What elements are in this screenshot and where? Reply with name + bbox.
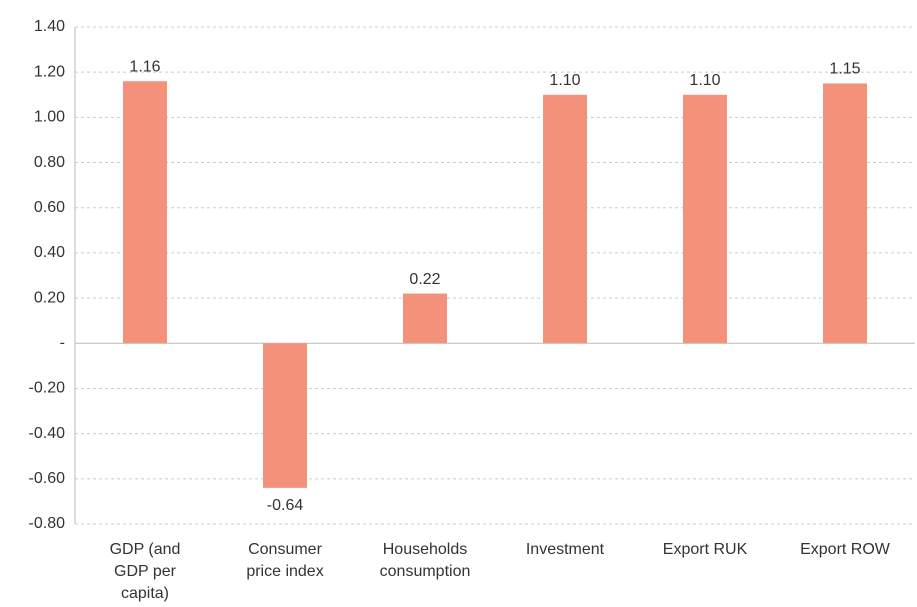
bar (683, 94, 727, 344)
y-tick-label: -0.20 (29, 380, 66, 397)
y-tick-label: -0.80 (29, 515, 66, 532)
y-tick-label: 0.60 (34, 199, 65, 216)
bar (543, 94, 587, 344)
y-tick-label: -0.60 (29, 470, 66, 487)
data-label: 1.16 (129, 58, 160, 75)
x-tick-label: Export RUK (663, 541, 748, 558)
x-tick-label: Export ROW (800, 541, 891, 558)
y-tick-label: 0.40 (34, 244, 65, 261)
y-tick-label: 1.40 (34, 18, 65, 35)
data-label: 1.10 (689, 72, 720, 89)
data-label: 1.15 (829, 61, 860, 78)
y-tick-label: 1.20 (34, 63, 65, 80)
data-label: 0.22 (409, 271, 440, 288)
y-tick-label: 1.00 (34, 109, 65, 126)
x-tick-label: GDP (and GDP per capita) (110, 541, 181, 602)
x-tick-label: Households consumption (380, 541, 471, 580)
bar (123, 81, 167, 344)
y-tick-label: 0.20 (34, 289, 65, 306)
data-label: 1.10 (549, 72, 580, 89)
bar (823, 83, 867, 344)
bar (403, 293, 447, 344)
x-tick-label: Consumer price index (246, 541, 323, 580)
y-tick-label: -0.40 (29, 425, 66, 442)
x-tick-label: Investment (526, 541, 605, 558)
data-label: -0.64 (267, 497, 304, 514)
bar (263, 343, 307, 488)
y-tick-label: - (60, 334, 65, 351)
y-tick-label: 0.80 (34, 154, 65, 171)
